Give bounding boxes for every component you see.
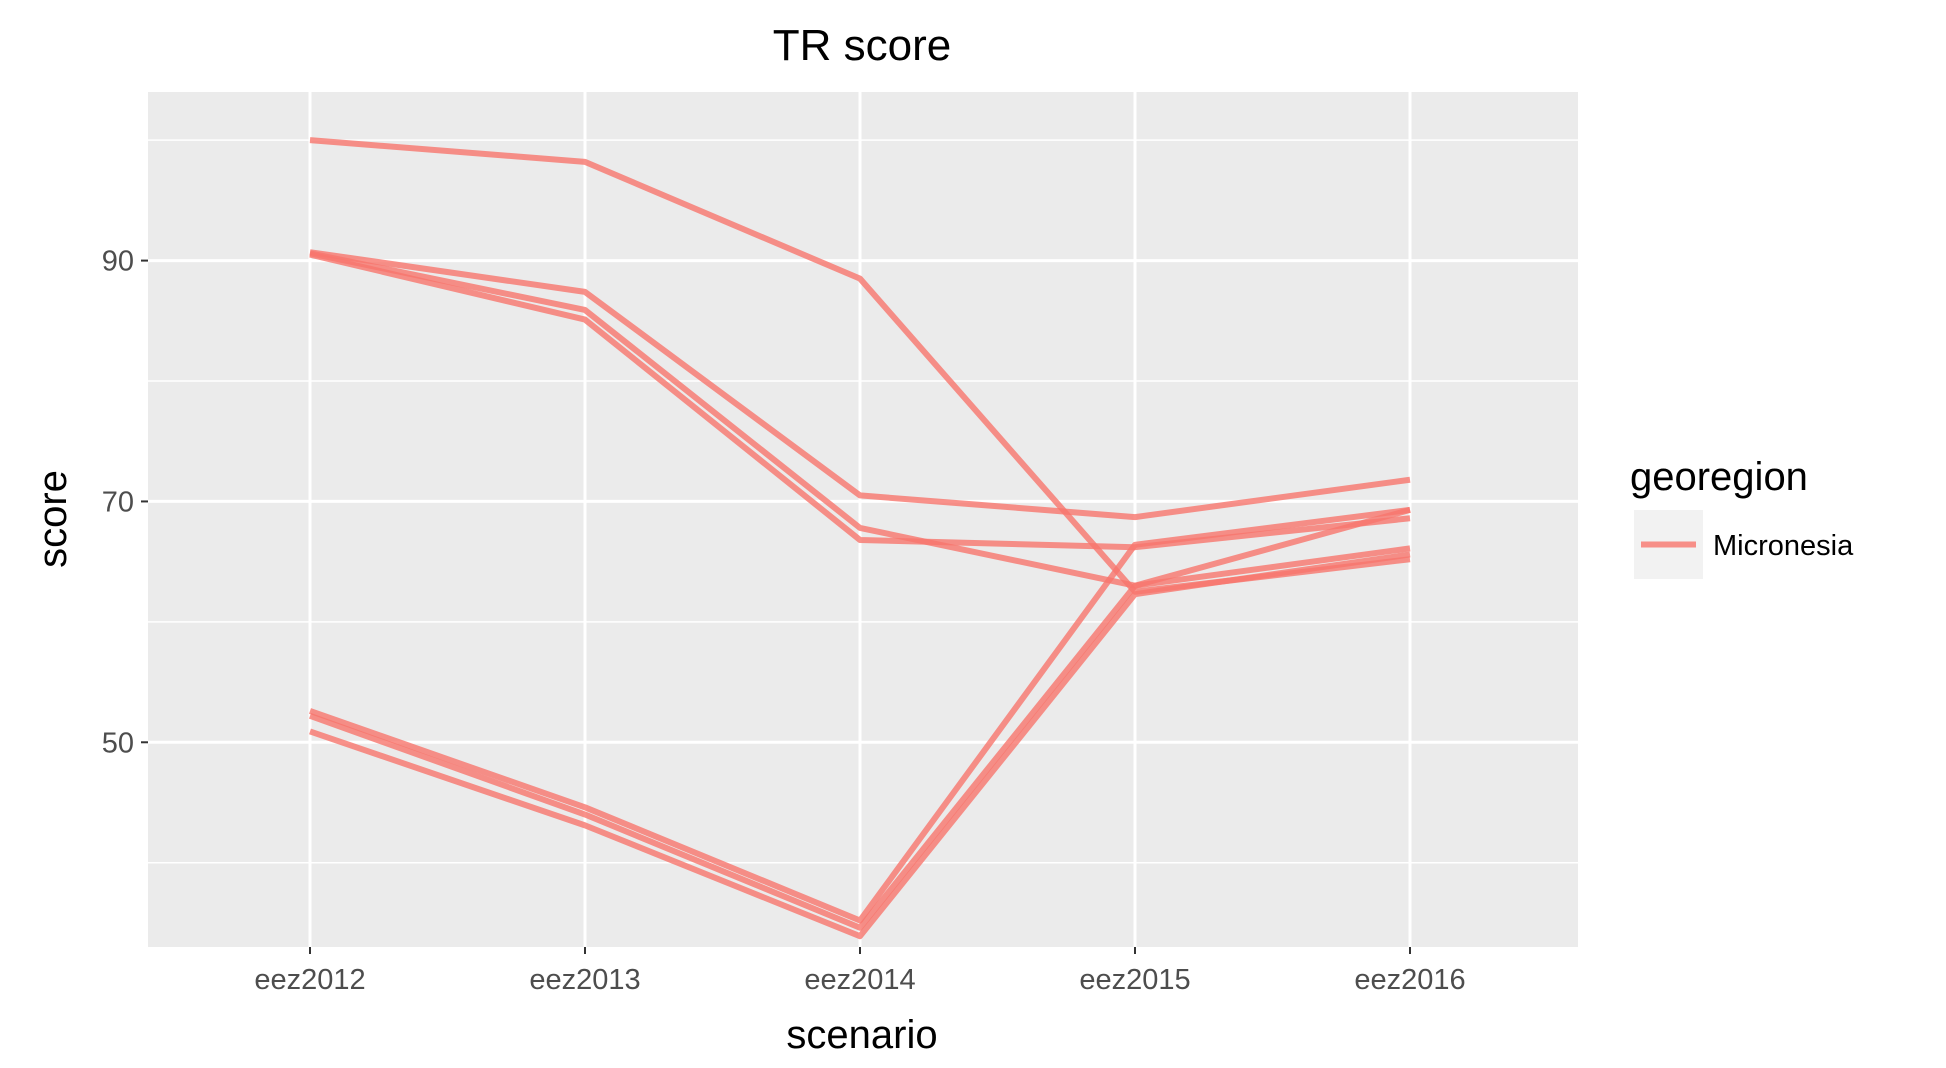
series-line-1 <box>309 249 1411 521</box>
legend-label-micronesia: Micronesia <box>1713 530 1854 562</box>
y-axis-ticks: 50 70 90 <box>102 246 148 759</box>
x-tick-label-0: eez2012 <box>254 964 365 996</box>
series-lines <box>308 137 1411 940</box>
grid-minor <box>148 139 1578 864</box>
series-line-4 <box>309 506 1411 924</box>
chart-title: TR score <box>773 21 951 70</box>
y-tick-label-1: 70 <box>102 486 134 518</box>
x-axis-ticks: eez2012 eez2013 eez2014 eez2015 eez2016 <box>254 947 1466 996</box>
y-tick-label-2: 90 <box>102 246 134 278</box>
x-tick-label-3: eez2015 <box>1079 964 1190 996</box>
y-axis-title: score <box>31 470 75 568</box>
series-line-5 <box>308 545 1411 931</box>
series-line-3 <box>309 251 1411 551</box>
legend: georegion Micronesia <box>1630 455 1854 579</box>
legend-title: georegion <box>1630 455 1808 499</box>
x-axis-title: scenario <box>786 1013 937 1057</box>
series-line-6 <box>309 551 1411 940</box>
x-tick-label-2: eez2014 <box>804 964 915 996</box>
series-line-2 <box>309 250 1411 589</box>
x-tick-label-1: eez2013 <box>529 964 640 996</box>
y-tick-label-0: 50 <box>102 727 134 759</box>
plot-panel <box>148 92 1578 947</box>
x-tick-label-4: eez2016 <box>1354 964 1465 996</box>
